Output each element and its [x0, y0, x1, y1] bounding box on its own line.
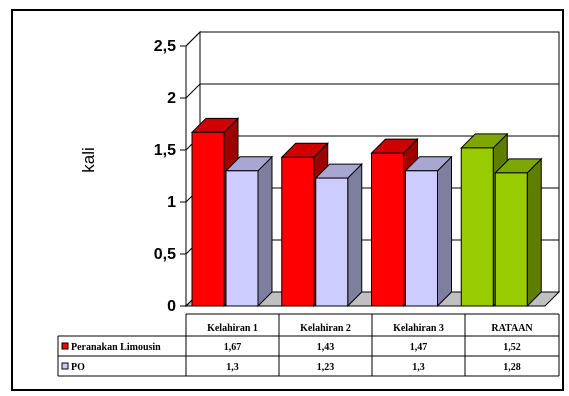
x-tick-label: Kelahiran 1 [207, 323, 258, 334]
legend-swatch [61, 342, 69, 350]
legend-label: Peranakan Limousin [71, 342, 161, 353]
data-label: 1,67 [224, 342, 242, 353]
y-tick-label: 2 [167, 90, 176, 107]
data-label: 1,52 [503, 342, 521, 353]
y-axis: 0 0,5 1 1,5 2 2,5 [154, 38, 187, 315]
x-tick-label: Kelahiran 3 [393, 323, 444, 334]
bar-po [494, 157, 543, 308]
data-table: Kelahiran 1 Kelahiran 2 Kelahiran 3 RATAAN P… [57, 313, 560, 377]
legend-swatch [61, 362, 69, 370]
x-tick-label: RATAAN [491, 323, 533, 334]
gridline [185, 83, 559, 99]
y-tick-label: 1,5 [154, 142, 176, 159]
y-tick-label: 2,5 [154, 38, 176, 55]
y-tick-label: 1 [167, 194, 176, 211]
bars [190, 117, 543, 308]
data-label: 1,47 [410, 342, 428, 353]
data-label: 1,23 [317, 362, 335, 373]
data-label: 1,3 [226, 362, 239, 373]
y-tick-label: 0 [167, 298, 176, 315]
data-label: 1,3 [412, 362, 425, 373]
bar-po [404, 155, 453, 308]
data-label: 1,43 [317, 342, 335, 353]
bar-po [224, 155, 274, 308]
data-label: 1,28 [503, 362, 521, 373]
legend-label: PO [71, 362, 85, 373]
bar-po [314, 162, 363, 308]
x-tick-label: Kelahiran 2 [300, 323, 351, 334]
y-axis-label: kali [79, 147, 98, 173]
y-tick-label: 0,5 [154, 246, 176, 263]
gridline [185, 31, 559, 47]
